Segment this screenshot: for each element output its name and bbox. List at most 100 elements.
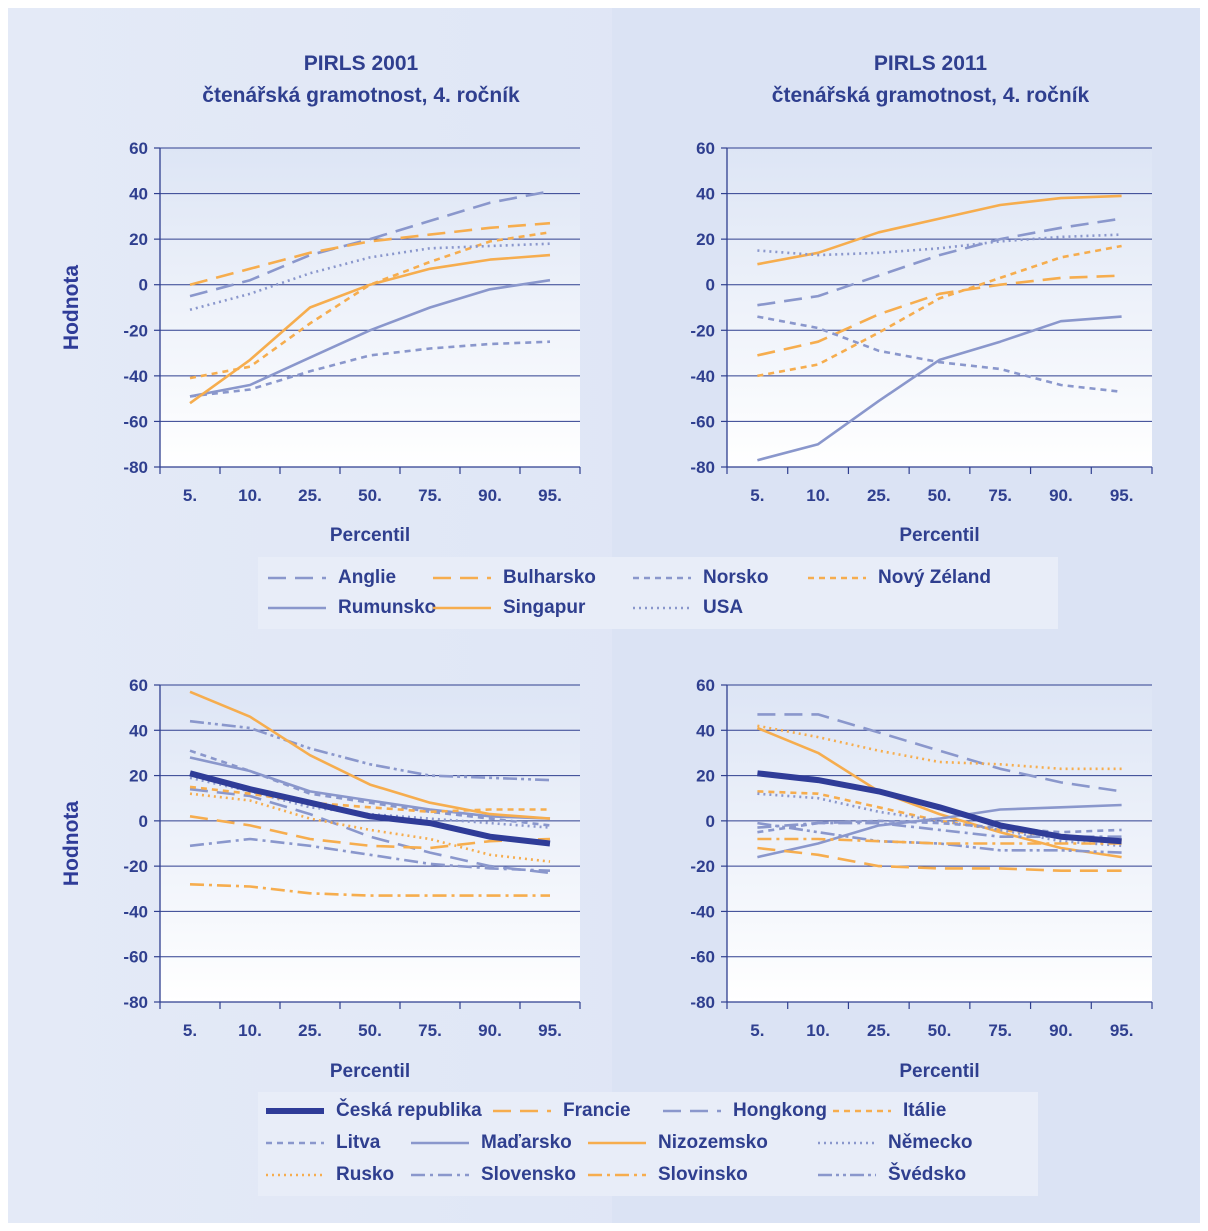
series-line-madarsko xyxy=(757,803,1122,859)
y-tick-label: 20 xyxy=(696,230,715,249)
y-tick-label: 20 xyxy=(696,767,715,786)
legend-label: Anglie xyxy=(338,567,397,588)
x-tick-label: 90. xyxy=(478,1021,502,1040)
series-line-singapur xyxy=(757,194,1122,266)
x-tick-label: 75. xyxy=(418,1021,442,1040)
legend-swatch xyxy=(433,606,491,610)
x-tick-label: 90. xyxy=(1049,1021,1073,1040)
series-line-svedsko xyxy=(189,719,551,782)
legend-item-svedsko: Švédsko xyxy=(818,1163,966,1187)
y-tick-label: -60 xyxy=(690,412,715,431)
legend-swatch xyxy=(266,1141,324,1145)
y-tick-label: -20 xyxy=(123,321,148,340)
series-line-anglie xyxy=(757,217,1122,307)
legend-item-francie: Francie xyxy=(493,1099,631,1123)
x-tick-label: 90. xyxy=(1049,486,1073,505)
series-line-norsko xyxy=(189,340,551,398)
legend-label: Švédsko xyxy=(888,1164,967,1185)
x-tick-label: 5. xyxy=(750,1021,764,1040)
legend-item-singapur: Singapur xyxy=(433,596,585,620)
series-line-bulharsko xyxy=(757,274,1122,357)
series-line-rusko xyxy=(757,724,1122,771)
y-tick-label: -60 xyxy=(690,948,715,967)
x-tick-label: 5. xyxy=(183,1021,197,1040)
legend-item-slovensko: Slovensko xyxy=(411,1163,576,1187)
legend-label: Nizozemsko xyxy=(658,1132,768,1153)
x-tick-label: 25. xyxy=(867,486,891,505)
chart-panel-2: 60 40 20 0 -20 -40 -60 -80 5. 10. 25. 50. 75. 90. 95. P… xyxy=(690,52,1153,546)
legend-swatch xyxy=(663,1109,721,1113)
y-tick-label: 20 xyxy=(129,767,148,786)
x-tick-label: 5. xyxy=(750,486,764,505)
plot-area xyxy=(160,685,580,1002)
series-line-slovinsko xyxy=(189,883,550,897)
legend-swatch xyxy=(633,576,691,580)
series-line-nemecko xyxy=(757,792,1122,848)
legend-swatch xyxy=(633,606,691,610)
series-line-singapur xyxy=(189,253,551,405)
series-line-slovensko xyxy=(189,837,551,872)
y-tick-label: -80 xyxy=(690,458,715,477)
x-tick-label: 25. xyxy=(298,486,322,505)
x-axis-label: Percentil xyxy=(899,1061,979,1082)
legend-swatch xyxy=(266,1108,324,1114)
series-line-ceska-republika xyxy=(757,770,1122,845)
y-tick-label: 40 xyxy=(696,721,715,740)
x-axis-label: Percentil xyxy=(899,525,979,546)
series-line-novy-zeland xyxy=(189,231,551,380)
series-line-madarsko xyxy=(189,756,551,820)
x-tick-label: 5. xyxy=(183,486,197,505)
x-tick-label: 25. xyxy=(867,1021,891,1040)
series-line-italie xyxy=(757,790,1122,843)
series-line-italie xyxy=(189,785,550,814)
series-line-usa xyxy=(189,242,551,312)
legend-swatch xyxy=(818,1141,876,1145)
x-tick-label: 75. xyxy=(988,486,1012,505)
series-line-usa xyxy=(757,233,1122,257)
plot-area xyxy=(160,148,580,467)
x-tick-label: 50. xyxy=(358,1021,382,1040)
x-tick-label: 10. xyxy=(806,1021,830,1040)
y-tick-label: 0 xyxy=(706,812,715,831)
legend-swatch xyxy=(818,1173,876,1177)
x-tick-label: 50. xyxy=(928,1021,952,1040)
x-tick-label: 95. xyxy=(1110,1021,1134,1040)
x-tick-label: 10. xyxy=(238,486,262,505)
chart-subtitle: čtenářská gramotnost, 4. ročník xyxy=(202,84,520,107)
chart-panel-1: 60 40 20 0 -20 -40 -60 -80 5. 10. 25. 50. 75. 90. 95. P… xyxy=(60,52,581,546)
x-tick-label: 10. xyxy=(806,486,830,505)
legend-label: Německo xyxy=(888,1132,973,1153)
y-tick-label: 0 xyxy=(706,276,715,295)
legend-swatch xyxy=(588,1173,646,1177)
legend-item-anglie: Anglie xyxy=(268,566,396,590)
series-line-hongkong xyxy=(189,787,551,875)
legend-top: Anglie Bulharsko Norsko Nový Zéland Rumunsko… xyxy=(258,557,1058,629)
legend-swatch xyxy=(411,1173,469,1177)
y-tick-label: 60 xyxy=(696,676,715,695)
y-tick-label: -60 xyxy=(123,412,148,431)
series-line-rumunsko xyxy=(189,278,551,398)
legend-swatch xyxy=(268,606,326,610)
legend-item-novy-zeland: Nový Zéland xyxy=(808,566,991,590)
chart-subtitle: čtenářská gramotnost, 4. ročník xyxy=(772,84,1090,107)
legend-label: Rusko xyxy=(336,1164,395,1185)
y-tick-label: -20 xyxy=(690,857,715,876)
legend-item-madarsko: Maďarsko xyxy=(411,1131,572,1155)
y-tick-label: 60 xyxy=(696,139,715,158)
chart-title: PIRLS 2001 xyxy=(304,52,419,75)
legend-swatch xyxy=(833,1109,891,1113)
legend-label: Slovensko xyxy=(481,1164,577,1185)
y-tick-label: -40 xyxy=(123,902,148,921)
y-tick-label: -80 xyxy=(123,458,148,477)
series-line-anglie xyxy=(189,190,551,298)
series-line-rusko xyxy=(189,792,551,863)
plot-area xyxy=(727,148,1152,467)
legend-swatch xyxy=(266,1173,324,1177)
series-line-nizozemsko xyxy=(189,690,551,820)
y-tick-label: -20 xyxy=(690,321,715,340)
y-tick-label: 40 xyxy=(129,721,148,740)
y-tick-label: 60 xyxy=(129,139,148,158)
series-line-novy-zeland xyxy=(757,244,1122,378)
y-tick-label: 40 xyxy=(696,185,715,204)
series-line-slovinsko xyxy=(757,837,1122,845)
